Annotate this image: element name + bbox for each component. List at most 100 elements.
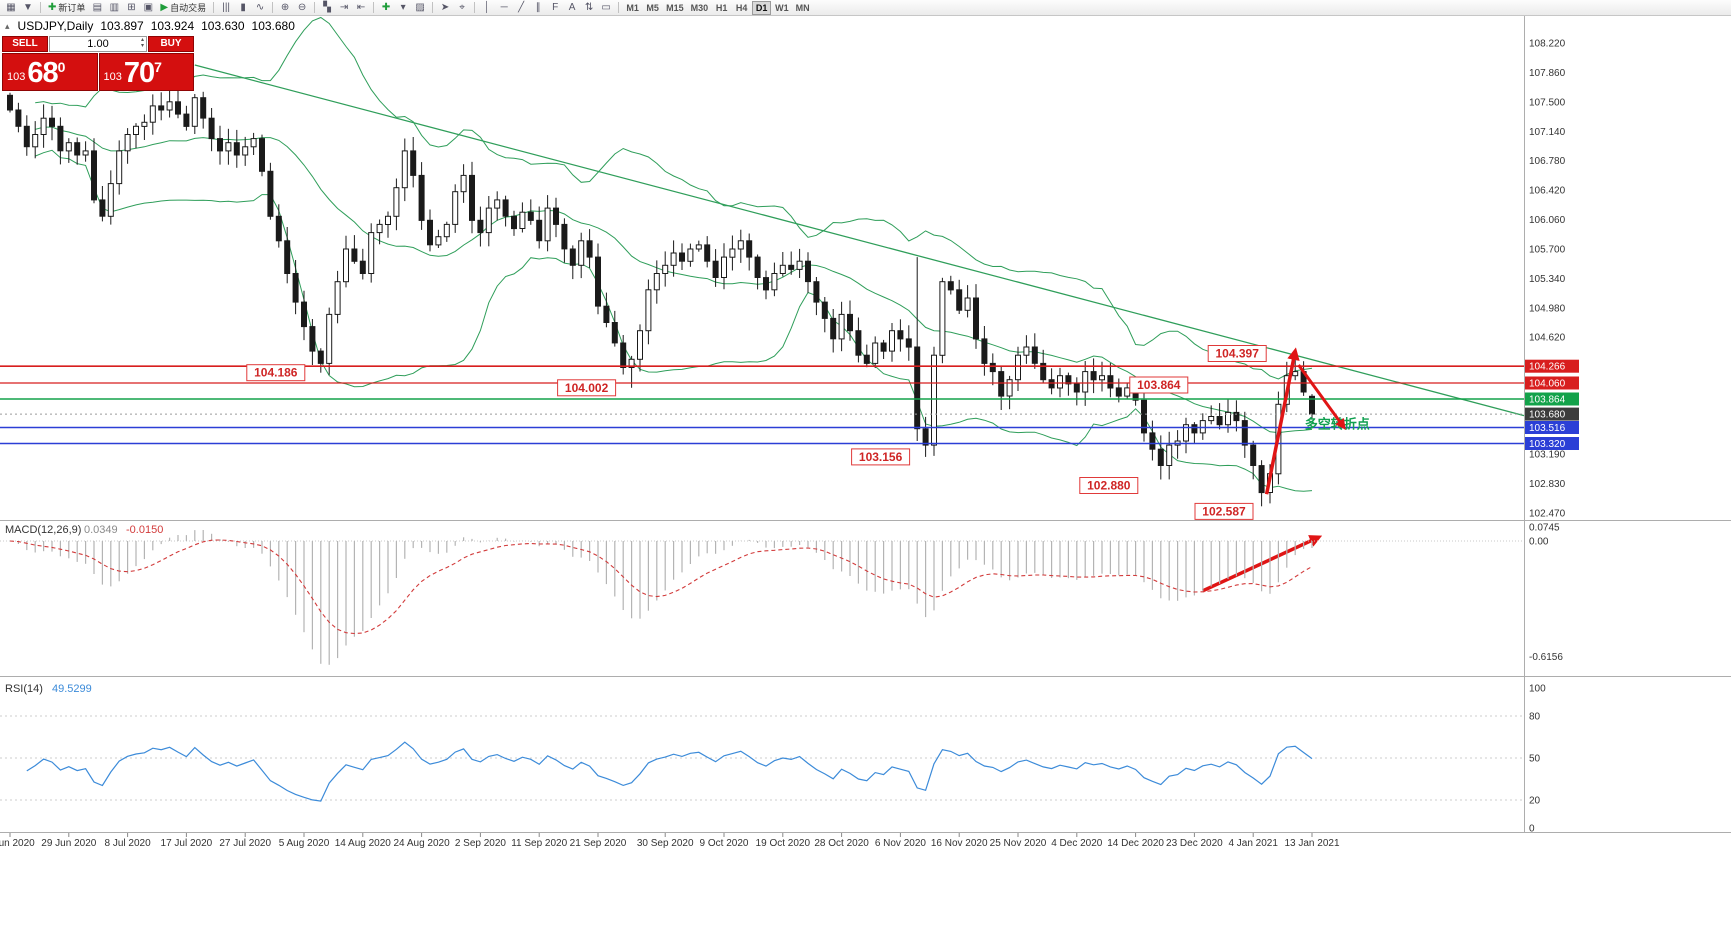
rsi-axis-label: 0 xyxy=(1529,824,1535,835)
price-callout-box[interactable] xyxy=(1194,502,1254,520)
date-label: 24 Aug 2020 xyxy=(394,838,451,849)
price-axis-label: 104.620 xyxy=(1529,333,1566,344)
autotrading-icon: ▶ xyxy=(160,1,169,13)
buy-button[interactable]: BUY xyxy=(148,36,194,52)
candle-body xyxy=(805,260,811,283)
candlestick-chart-button[interactable]: ▮ xyxy=(235,1,251,15)
sell-button[interactable]: SELL xyxy=(2,36,48,52)
periods-button[interactable]: ▾ xyxy=(395,1,411,15)
pullback-arrow[interactable] xyxy=(1297,364,1346,430)
price-callout-box[interactable] xyxy=(246,364,306,382)
rally-arrow[interactable] xyxy=(1264,347,1300,495)
candle-body xyxy=(880,342,887,352)
candle-body xyxy=(1073,383,1080,393)
price-callout-box[interactable] xyxy=(1207,345,1267,362)
price-tag xyxy=(1525,437,1579,450)
fibonacci-button[interactable]: F xyxy=(547,1,563,15)
vertical-line-button[interactable]: │ xyxy=(479,1,495,15)
navigator-icon: ⊞ xyxy=(127,1,136,13)
volume-increase-button[interactable]: ▴ xyxy=(140,37,144,43)
candle-body xyxy=(284,240,291,275)
candle-body xyxy=(586,240,593,258)
price-callout-label: 104.186 xyxy=(254,366,298,380)
candle-body xyxy=(1149,432,1156,450)
timeframe-m5-button[interactable]: M5 xyxy=(643,1,662,15)
bollinger-upper-band xyxy=(35,16,1313,380)
candle-body xyxy=(351,248,358,262)
sell-price-display[interactable]: 103 68 0 xyxy=(2,53,98,91)
descending-trendline[interactable] xyxy=(194,64,1525,417)
horizontal-line-button[interactable]: ─ xyxy=(496,1,512,15)
timeframe-mn-button[interactable]: MN xyxy=(793,1,813,15)
channel-button[interactable]: ∥ xyxy=(530,1,546,15)
rsi-axis-label: 50 xyxy=(1529,754,1541,765)
timeframe-w1-button[interactable]: W1 xyxy=(772,1,792,15)
cursor-button[interactable]: ➤ xyxy=(437,1,453,15)
candle-body xyxy=(931,354,937,446)
timeframe-m15-button[interactable]: M15 xyxy=(663,1,687,15)
autotrading-button-label: 自动交易 xyxy=(170,3,207,13)
terminal-button[interactable]: ▣ xyxy=(140,1,156,15)
tile-windows-button[interactable]: ▚ xyxy=(319,1,335,15)
candle-body xyxy=(443,223,450,238)
toolbar-separator xyxy=(213,2,215,13)
price-low: 103.630 xyxy=(201,19,245,33)
rsi-axis-label: 100 xyxy=(1529,684,1546,695)
volume-decrease-button[interactable]: ▾ xyxy=(140,43,144,49)
buy-price-display[interactable]: 103 70 7 xyxy=(98,53,194,91)
timeframe-m1-button[interactable]: M1 xyxy=(623,1,642,15)
timeframe-h4-button[interactable]: H4 xyxy=(732,1,751,15)
bar-chart-button[interactable]: ||| xyxy=(218,1,234,15)
autotrading-button[interactable]: ▶ 自动交易 xyxy=(157,1,209,15)
navigator-button[interactable]: ⊞ xyxy=(123,1,139,15)
crosshair-button[interactable]: ⌖ xyxy=(454,1,470,15)
templates-button[interactable]: ▨ xyxy=(412,1,428,15)
new-chart-button[interactable]: ▦ xyxy=(3,1,19,15)
volume-field[interactable]: ▴ ▾ xyxy=(49,36,147,52)
candle-body xyxy=(721,256,727,279)
trendline-button[interactable]: ╱ xyxy=(513,1,529,15)
zoom-out-button[interactable]: ⊖ xyxy=(294,1,310,15)
auto-scroll-button[interactable]: ⇥ xyxy=(336,1,352,15)
market-watch-button[interactable]: ▤ xyxy=(89,1,105,15)
toolbar-separator xyxy=(314,2,316,13)
macd-momentum-arrow[interactable] xyxy=(1202,535,1323,593)
data-window-button[interactable]: ▥ xyxy=(106,1,122,15)
zoom-in-button[interactable]: ⊕ xyxy=(277,1,293,15)
new-order-button[interactable]: ✚ 新订单 xyxy=(45,1,88,15)
candle-body xyxy=(1006,379,1013,397)
price-tag-label: 104.266 xyxy=(1529,362,1566,373)
rsi-value: 49.5299 xyxy=(52,683,92,695)
bollinger-lower-band xyxy=(35,149,1313,492)
profiles-button[interactable]: ▼ xyxy=(20,1,36,15)
price-callout-box[interactable] xyxy=(851,448,911,466)
date-label: 11 Sep 2020 xyxy=(511,838,567,849)
candle-body xyxy=(359,260,366,275)
one-click-collapse-toggle[interactable]: ▴ xyxy=(5,20,10,31)
price-callout-label: 104.397 xyxy=(1216,347,1260,361)
date-label: 30 Sep 2020 xyxy=(637,838,694,849)
candle-body xyxy=(1141,399,1147,434)
indicators-icon: ✚ xyxy=(381,1,391,13)
shapes-button[interactable]: ▭ xyxy=(598,1,614,15)
chart-shift-button[interactable]: ⇤ xyxy=(353,1,369,15)
indicators-button[interactable]: ✚ xyxy=(378,1,394,15)
price-callout-box[interactable] xyxy=(1129,376,1189,394)
price-callout-box[interactable] xyxy=(557,379,617,397)
line-chart-button[interactable]: ∿ xyxy=(252,1,268,15)
price-callout-box[interactable] xyxy=(1079,477,1139,494)
templates-icon: ▨ xyxy=(415,1,425,13)
volume-input[interactable] xyxy=(68,38,128,50)
candle-body xyxy=(704,244,711,262)
candle-body xyxy=(553,207,559,225)
arrows-button[interactable]: ⇅ xyxy=(581,1,597,15)
timeframe-m30-button[interactable]: M30 xyxy=(688,1,712,15)
timeframe-h1-button[interactable]: H1 xyxy=(712,1,731,15)
periods-icon: ▾ xyxy=(400,1,406,13)
text-button[interactable]: A xyxy=(564,1,580,15)
candle-body xyxy=(519,211,526,229)
timeframe-d1-button[interactable]: D1 xyxy=(752,0,772,15)
price-axis[interactable]: 108.220 107.860 107.500 107.140 106.780 106.4… xyxy=(1525,39,1579,520)
date-axis[interactable]: 9 Jun 2020 29 Jun 2020 8 Jul 2020 17 Jul 20… xyxy=(0,833,1340,849)
